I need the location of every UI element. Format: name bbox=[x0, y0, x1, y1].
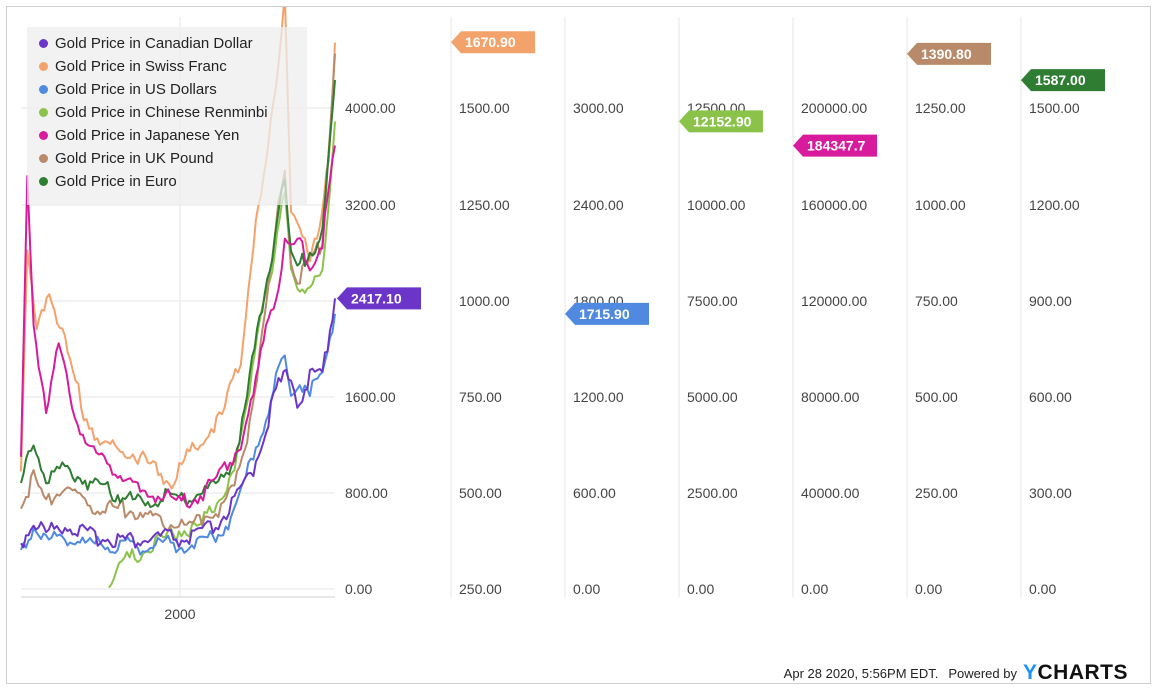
y-tick-label: 120000.00 bbox=[801, 293, 867, 309]
legend-item-swiss-franc[interactable]: Gold Price in Swiss Franc bbox=[39, 56, 227, 76]
y-tick-label: 0.00 bbox=[573, 581, 600, 597]
legend-marker-icon bbox=[39, 130, 48, 140]
y-tick-label: 0.00 bbox=[801, 581, 828, 597]
last-value-label: 1390.80 bbox=[921, 46, 972, 62]
last-value-flag bbox=[679, 110, 763, 133]
y-tick-label: 1200.00 bbox=[1029, 197, 1080, 213]
y-tick-label: 1250.00 bbox=[915, 100, 966, 116]
last-value-label: 1670.90 bbox=[465, 34, 516, 50]
legend-label: Gold Price in Japanese Yen bbox=[55, 126, 240, 144]
y-tick-label: 2400.00 bbox=[573, 197, 624, 213]
last-value-label: 1715.90 bbox=[579, 306, 630, 322]
y-tick-label: 500.00 bbox=[915, 389, 958, 405]
timestamp: Apr 28 2020, 5:56PM EDT. bbox=[783, 665, 939, 681]
y-tick-label: 250.00 bbox=[915, 485, 958, 501]
series-line-gold-price-in-canadian-dollar bbox=[20, 298, 336, 549]
y-tick-label: 250.00 bbox=[459, 581, 502, 597]
legend-marker-icon bbox=[39, 84, 48, 94]
y-tick-label: 600.00 bbox=[1029, 389, 1072, 405]
legend-label: Gold Price in UK Pound bbox=[55, 149, 214, 167]
legend-marker-icon bbox=[39, 61, 48, 71]
y-tick-label: 900.00 bbox=[1029, 293, 1072, 309]
y-tick-label: 3200.00 bbox=[345, 197, 396, 213]
legend-marker-icon bbox=[39, 107, 48, 117]
y-tick-label: 1200.00 bbox=[573, 389, 624, 405]
legend-label: Gold Price in Canadian Dollar bbox=[55, 34, 253, 52]
y-tick-label: 1250.00 bbox=[459, 197, 510, 213]
last-value-flag bbox=[565, 302, 649, 325]
y-tick-label: 10000.00 bbox=[687, 197, 746, 213]
y-tick-label: 2500.00 bbox=[687, 485, 738, 501]
y-tick-label: 800.00 bbox=[345, 485, 388, 501]
y-tick-label: 4000.00 bbox=[345, 100, 396, 116]
y-tick-label: 1600.00 bbox=[345, 389, 396, 405]
y-tick-label: 5000.00 bbox=[687, 389, 738, 405]
legend-item-canadian-dollar[interactable]: Gold Price in Canadian Dollar bbox=[39, 33, 253, 53]
y-tick-label: 1500.00 bbox=[1029, 100, 1080, 116]
y-tick-label: 0.00 bbox=[345, 581, 372, 597]
legend-item-us-dollars[interactable]: Gold Price in US Dollars bbox=[39, 79, 217, 99]
last-value-label: 1587.00 bbox=[1035, 72, 1086, 88]
y-tick-label: 750.00 bbox=[459, 389, 502, 405]
legend-item-japanese-yen[interactable]: Gold Price in Japanese Yen bbox=[39, 125, 239, 145]
last-value-label: 184347.7 bbox=[807, 138, 866, 154]
y-tick-label: 7500.00 bbox=[687, 293, 738, 309]
y-tick-label: 600.00 bbox=[573, 485, 616, 501]
x-tick-label: 2000 bbox=[164, 606, 195, 622]
legend-item-euro[interactable]: Gold Price in Euro bbox=[39, 171, 177, 191]
y-tick-label: 3000.00 bbox=[573, 100, 624, 116]
y-tick-label: 0.00 bbox=[687, 581, 714, 597]
y-tick-label: 160000.00 bbox=[801, 197, 867, 213]
legend-label: Gold Price in Swiss Franc bbox=[55, 57, 227, 75]
chart-frame: 2000 0.00 800.00 1600.00 2400.00 3200.00 4000.… bbox=[6, 6, 1151, 684]
last-value-label: 12152.90 bbox=[693, 113, 752, 129]
ycharts-logo[interactable]: YCHARTS bbox=[1022, 661, 1128, 684]
legend-item-uk-pound[interactable]: Gold Price in UK Pound bbox=[39, 148, 213, 168]
y-tick-label: 200000.00 bbox=[801, 100, 867, 116]
legend-label: Gold Price in Chinese Renminbi bbox=[55, 103, 268, 121]
y-tick-label: 80000.00 bbox=[801, 389, 860, 405]
y-tick-label: 500.00 bbox=[459, 485, 502, 501]
legend-marker-icon bbox=[39, 38, 48, 48]
powered-by-label: Powered by bbox=[948, 665, 1017, 681]
y-tick-label: 1000.00 bbox=[459, 293, 510, 309]
last-value-flag bbox=[907, 42, 991, 65]
series-line-gold-price-in-us-dollars bbox=[20, 313, 336, 556]
last-value-flag bbox=[1021, 69, 1105, 92]
footer: Apr 28 2020, 5:56PM EDT. Powered by YCHA… bbox=[784, 661, 1128, 685]
legend-marker-icon bbox=[39, 176, 48, 186]
y-tick-label: 40000.00 bbox=[801, 485, 860, 501]
legend-item-chinese-renminbi[interactable]: Gold Price in Chinese Renminbi bbox=[39, 102, 268, 122]
legend-label: Gold Price in US Dollars bbox=[55, 80, 217, 98]
y-tick-label: 750.00 bbox=[915, 293, 958, 309]
legend-label: Gold Price in Euro bbox=[55, 172, 177, 190]
y-tick-label: 0.00 bbox=[915, 581, 942, 597]
y-tick-label: 300.00 bbox=[1029, 485, 1072, 501]
last-value-label: 2417.10 bbox=[351, 290, 402, 306]
legend-marker-icon bbox=[39, 153, 48, 163]
last-value-flag bbox=[793, 134, 877, 157]
last-value-flag bbox=[337, 287, 421, 310]
legend: Gold Price in Canadian Dollar Gold Price… bbox=[27, 27, 307, 205]
series-line-gold-price-in-japanese-yen bbox=[20, 145, 336, 509]
last-value-flag bbox=[451, 31, 535, 54]
y-tick-label: 0.00 bbox=[1029, 581, 1056, 597]
y-tick-label: 1500.00 bbox=[459, 100, 510, 116]
y-tick-label: 1000.00 bbox=[915, 197, 966, 213]
